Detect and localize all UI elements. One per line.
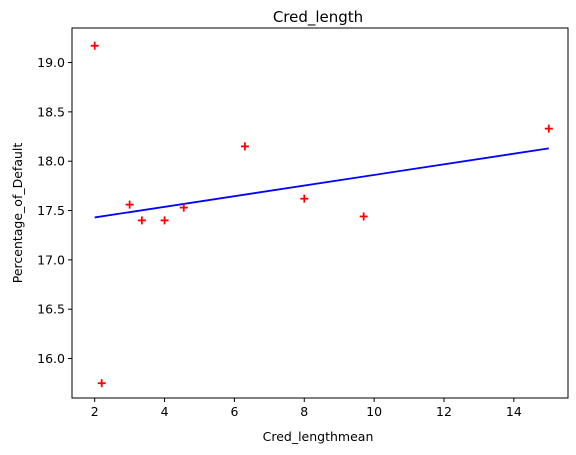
x-tick-label: 4 (161, 404, 169, 419)
y-tick-label: 16.5 (37, 302, 65, 317)
y-tick-label: 18.5 (37, 104, 65, 119)
x-tick-label: 2 (91, 404, 99, 419)
x-tick-label: 14 (506, 404, 522, 419)
y-tick-label: 17.0 (37, 252, 65, 267)
y-axis: 16.0 16.5 17.0 17.5 18.0 18.5 19.0 (37, 55, 72, 366)
y-tick-label: 19.0 (37, 55, 65, 70)
data-point (160, 216, 169, 225)
data-point (97, 379, 106, 388)
data-point (544, 124, 553, 133)
x-axis: 2 4 6 8 10 12 14 (91, 398, 522, 419)
data-point (240, 142, 249, 151)
x-tick-label: 12 (436, 404, 452, 419)
plot-area (90, 41, 553, 388)
y-axis-label: Percentage_of_Default (10, 143, 25, 284)
data-point (90, 41, 99, 50)
data-point (359, 212, 368, 221)
y-tick-label: 17.5 (37, 203, 65, 218)
data-point (137, 216, 146, 225)
y-tick-label: 18.0 (37, 154, 65, 169)
data-point (300, 194, 309, 203)
y-tick-label: 16.0 (37, 351, 65, 366)
x-axis-label: Cred_lengthmean (263, 429, 374, 444)
regression-line (94, 147, 549, 219)
x-tick-label: 6 (230, 404, 238, 419)
x-tick-label: 10 (366, 404, 382, 419)
chart-title: Cred_length (273, 8, 363, 27)
x-tick-label: 8 (300, 404, 308, 419)
data-point (125, 200, 134, 209)
plot-frame (71, 27, 569, 399)
data-point (179, 203, 188, 212)
